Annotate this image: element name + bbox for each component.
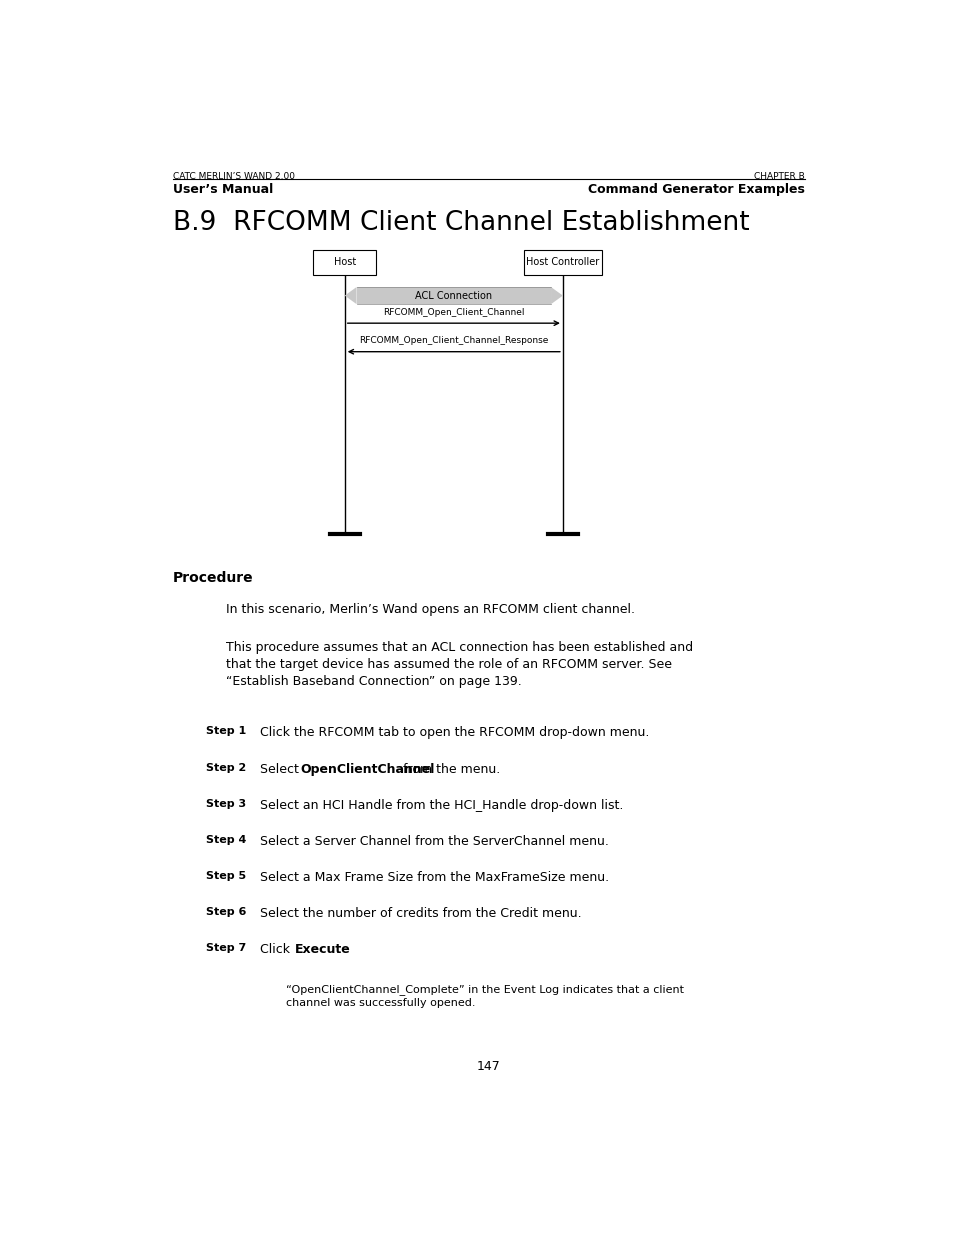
Text: Select a Server Channel from the ServerChannel menu.: Select a Server Channel from the ServerC…	[259, 835, 608, 847]
Bar	[313, 249, 375, 274]
Text: “OpenClientChannel_Complete” in the Event Log indicates that a client
channel wa: “OpenClientChannel_Complete” in the Even…	[285, 984, 683, 1008]
Text: ACL Connection: ACL Connection	[415, 290, 492, 300]
Text: RFCOMM_Open_Client_Channel_Response: RFCOMM_Open_Client_Channel_Response	[358, 336, 548, 345]
Text: Click the RFCOMM tab to open the RFCOMM drop-down menu.: Click the RFCOMM tab to open the RFCOMM …	[259, 726, 648, 740]
Text: Step 3: Step 3	[206, 799, 246, 809]
Polygon shape	[551, 287, 562, 304]
Text: Select: Select	[259, 762, 302, 776]
Text: CHAPTER B: CHAPTER B	[753, 172, 803, 182]
Text: Step 7: Step 7	[206, 944, 246, 953]
Text: In this scenario, Merlin’s Wand opens an RFCOMM client channel.: In this scenario, Merlin’s Wand opens an…	[226, 603, 635, 616]
Text: Step 4: Step 4	[206, 835, 246, 845]
Text: Step 1: Step 1	[206, 726, 246, 736]
Text: Step 2: Step 2	[206, 762, 246, 773]
Text: .: .	[335, 944, 339, 956]
Bar	[356, 287, 551, 304]
Text: Execute: Execute	[294, 944, 350, 956]
Text: B.9  RFCOMM Client Channel Establishment: B.9 RFCOMM Client Channel Establishment	[173, 210, 749, 236]
Text: CATC MERLIN’S WAND 2.00: CATC MERLIN’S WAND 2.00	[173, 172, 294, 182]
Text: from the menu.: from the menu.	[398, 762, 500, 776]
Text: Procedure: Procedure	[173, 572, 253, 585]
Text: OpenClientChannel: OpenClientChannel	[300, 762, 435, 776]
Text: Step 5: Step 5	[206, 871, 246, 881]
Text: This procedure assumes that an ACL connection has been established and
that the : This procedure assumes that an ACL conne…	[226, 641, 693, 688]
Text: 147: 147	[476, 1060, 500, 1072]
Text: User’s Manual: User’s Manual	[173, 183, 274, 196]
Text: Step 6: Step 6	[206, 906, 246, 918]
Text: Select the number of credits from the Credit menu.: Select the number of credits from the Cr…	[259, 906, 580, 920]
Text: RFCOMM_Open_Client_Channel: RFCOMM_Open_Client_Channel	[383, 308, 524, 316]
Text: Click: Click	[259, 944, 294, 956]
Text: Select a Max Frame Size from the MaxFrameSize menu.: Select a Max Frame Size from the MaxFram…	[259, 871, 608, 884]
Text: Command Generator Examples: Command Generator Examples	[587, 183, 803, 196]
Text: Host: Host	[334, 257, 355, 267]
Text: Select an HCI Handle from the HCI_Handle drop-down list.: Select an HCI Handle from the HCI_Handle…	[259, 799, 622, 811]
Text: Host Controller: Host Controller	[526, 257, 598, 267]
Polygon shape	[344, 287, 356, 304]
Bar	[523, 249, 601, 274]
